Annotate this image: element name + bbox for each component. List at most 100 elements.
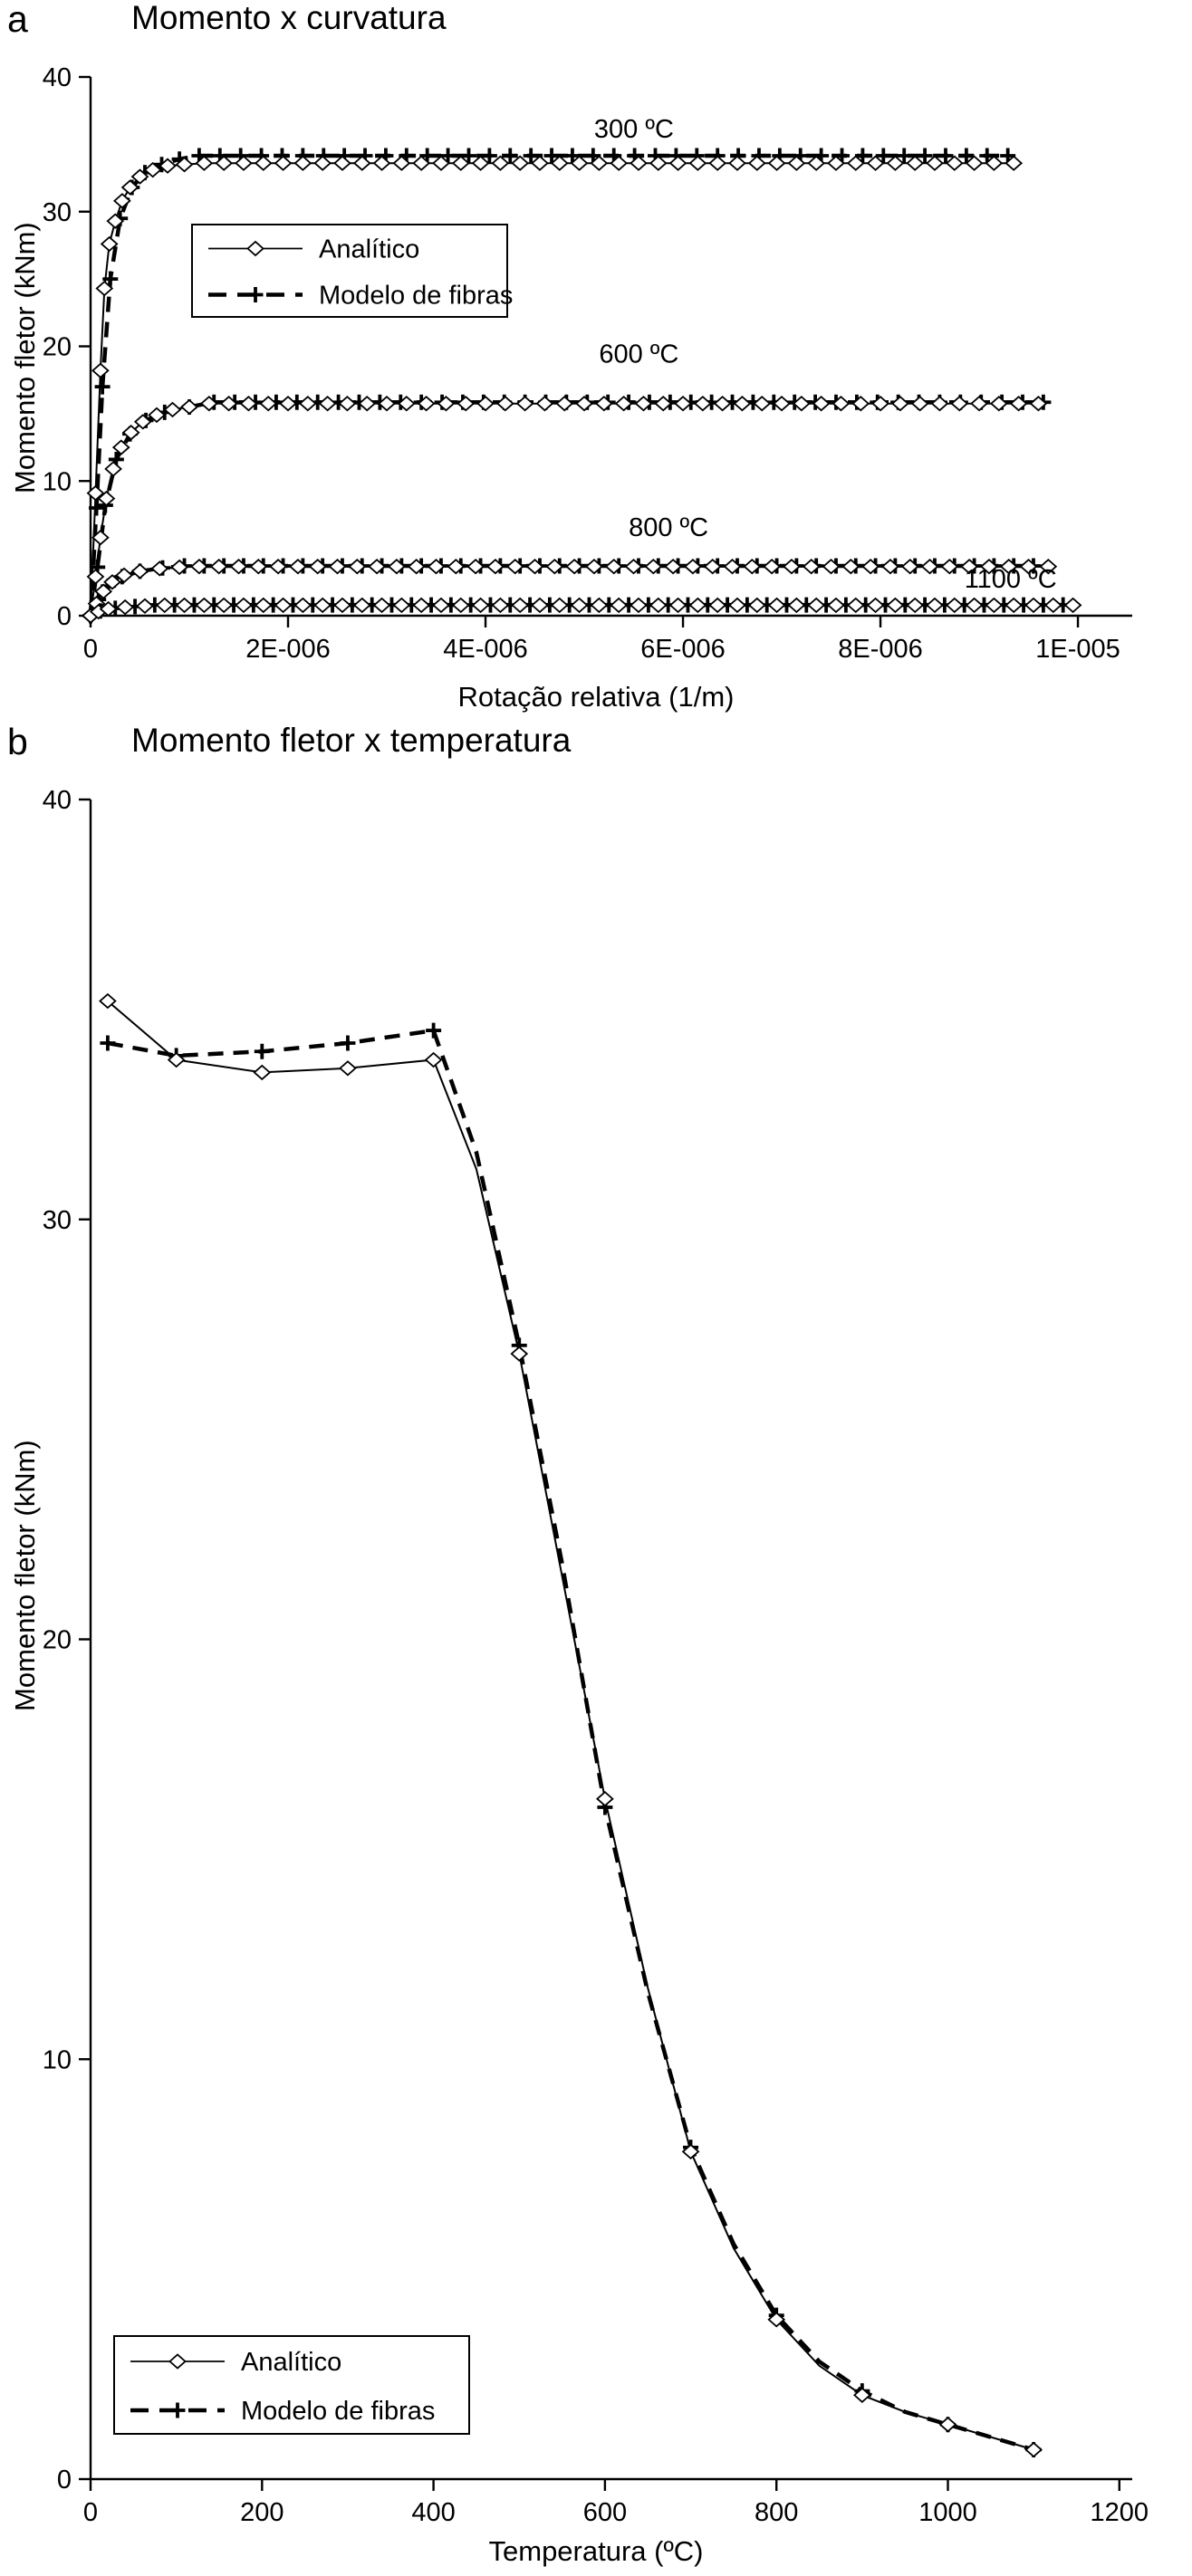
series-line: [90, 604, 1073, 617]
series-analitico-600: [82, 396, 1048, 624]
marker-diamond: [688, 597, 707, 614]
marker-diamond: [397, 396, 416, 412]
marker-diamond: [654, 396, 673, 412]
marker-diamond: [684, 559, 702, 575]
series-line: [90, 402, 1039, 617]
marker-diamond: [476, 396, 495, 412]
marker-diamond: [515, 396, 534, 412]
marker-diamond: [175, 156, 194, 173]
marker-diamond: [219, 396, 238, 412]
marker-diamond: [495, 396, 514, 412]
marker-diamond: [451, 155, 470, 171]
marker-plus: [94, 378, 111, 395]
x-tick-label: 2E-006: [245, 635, 331, 664]
marker-plus: [460, 148, 476, 164]
marker-plus: [247, 287, 264, 302]
marker-diamond: [209, 559, 228, 575]
marker-diamond: [190, 559, 208, 575]
marker-diamond: [159, 158, 177, 174]
marker-diamond: [195, 597, 214, 614]
marker-diamond: [417, 396, 436, 412]
panel-a-header: a Momento x curvatura: [0, 0, 1192, 45]
marker-diamond: [328, 559, 347, 575]
x-tick-label: 0: [83, 2498, 98, 2527]
marker-diamond: [289, 559, 307, 575]
marker-diamond: [106, 213, 125, 229]
x-tick-label: 200: [240, 2498, 284, 2527]
marker-diamond: [195, 155, 214, 171]
axes: [79, 75, 1132, 627]
marker-diamond: [852, 2387, 871, 2403]
marker-diamond: [368, 559, 386, 575]
marker-diamond: [358, 396, 377, 412]
series-line: [107, 1000, 1034, 2451]
marker-diamond: [747, 597, 766, 614]
marker-diamond: [832, 396, 851, 412]
marker-diamond: [886, 155, 905, 171]
series-analitico-temp: [99, 992, 1043, 2458]
marker-diamond: [630, 155, 648, 171]
marker-diamond: [392, 597, 411, 614]
marker-diamond: [1039, 559, 1058, 575]
marker-plus: [896, 148, 912, 164]
marker-diamond: [945, 155, 964, 171]
marker-diamond: [906, 597, 925, 614]
marker-diamond: [155, 597, 174, 614]
marker-diamond: [313, 155, 332, 171]
marker-diamond: [531, 155, 549, 171]
y-tick-label: 30: [43, 198, 72, 227]
legend-label: Modelo de fibras: [241, 2397, 435, 2426]
marker-diamond: [664, 559, 682, 575]
marker-diamond: [338, 396, 357, 412]
marker-diamond: [965, 597, 984, 614]
axes: [79, 798, 1132, 2491]
marker-diamond: [985, 155, 1004, 171]
marker-diamond: [333, 155, 351, 171]
marker-diamond: [372, 597, 391, 614]
marker-diamond: [767, 2312, 786, 2328]
marker-diamond: [511, 155, 530, 171]
marker-diamond: [143, 161, 162, 178]
marker-diamond: [491, 155, 510, 171]
y-tick-label: 40: [43, 63, 72, 92]
marker-plus: [169, 2402, 186, 2418]
temperature-annotation: 600 ºC: [599, 340, 678, 369]
marker-diamond: [753, 396, 772, 412]
marker-diamond: [900, 559, 919, 575]
marker-diamond: [269, 559, 287, 575]
marker-diamond: [812, 396, 831, 412]
y-tick-label: 30: [43, 1206, 72, 1235]
marker-diamond: [249, 559, 268, 575]
marker-diamond: [565, 559, 583, 575]
marker-diamond: [1024, 597, 1043, 614]
x-tick-label: 1E-005: [1035, 635, 1120, 664]
marker-plus: [426, 1022, 442, 1039]
marker-diamond: [163, 401, 182, 418]
temperature-annotation: 800 ºC: [629, 513, 708, 542]
marker-diamond: [614, 396, 633, 412]
marker-diamond: [133, 414, 152, 430]
legend-label: Modelo de fibras: [319, 282, 513, 311]
marker-diamond: [681, 2143, 700, 2159]
marker-plus: [89, 500, 105, 516]
marker-plus: [100, 1035, 116, 1051]
temperature-annotation: 300 ºC: [594, 115, 674, 144]
legend-label: Analítico: [319, 235, 419, 264]
marker-diamond: [570, 597, 589, 614]
marker-diamond: [624, 559, 643, 575]
marker-diamond: [827, 155, 845, 171]
panel-a: a Momento x curvatura Momento fletor (kN…: [0, 0, 1192, 715]
marker-diamond: [167, 1051, 186, 1068]
marker-diamond: [550, 597, 569, 614]
y-tick-label: 10: [43, 2045, 72, 2074]
series-analitico-1100: [82, 597, 1082, 624]
marker-diamond: [550, 155, 569, 171]
marker-plus: [875, 148, 891, 164]
marker-plus: [254, 1043, 270, 1059]
legend-box: [191, 224, 508, 318]
marker-diamond: [940, 559, 959, 575]
marker-diamond: [298, 396, 317, 412]
marker-diamond: [610, 155, 629, 171]
